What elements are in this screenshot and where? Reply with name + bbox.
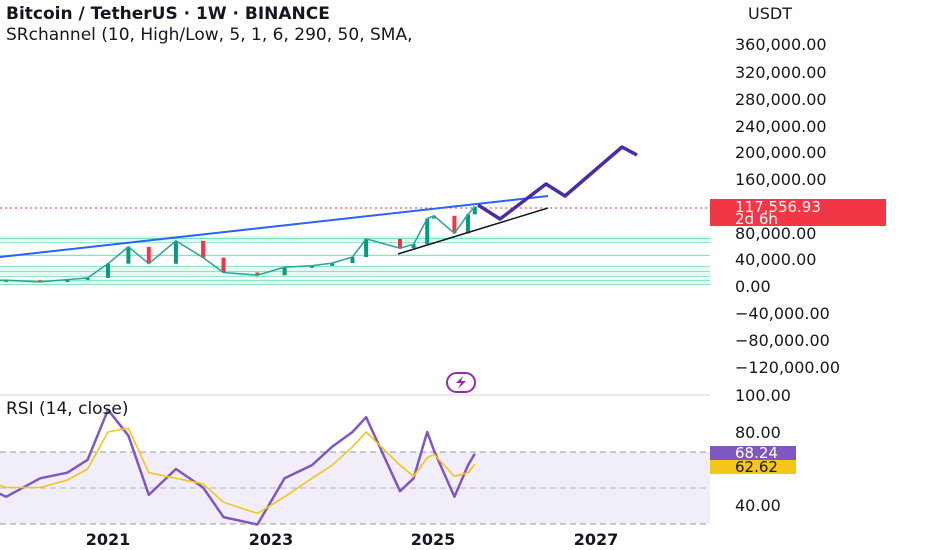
price-candle xyxy=(255,272,260,276)
rsi-tick: 100.00 xyxy=(735,386,791,405)
price-tick: 280,000.00 xyxy=(735,90,827,109)
price-candle xyxy=(466,214,470,234)
time-tick: 2025 xyxy=(411,530,456,549)
price-candle xyxy=(350,257,355,264)
price-tick: 360,000.00 xyxy=(735,35,827,54)
current-price-tag xyxy=(710,199,886,226)
sr-channel-line xyxy=(0,255,710,256)
sr-channel-line xyxy=(0,238,710,239)
price-candle xyxy=(309,265,314,268)
price-candle xyxy=(201,240,206,258)
price-tick: 0.00 xyxy=(735,277,771,296)
rsi-series-layer xyxy=(0,408,476,526)
price-candle xyxy=(85,277,90,280)
price-candle xyxy=(398,238,402,249)
bar-countdown: 2d 6h xyxy=(735,210,778,228)
time-axis[interactable]: 2021 2023 2025 2027 xyxy=(86,530,619,549)
price-candle xyxy=(65,279,70,282)
price-tick: 40,000.00 xyxy=(735,250,816,269)
rsi-value-tag xyxy=(710,446,796,460)
time-tick: 2021 xyxy=(86,530,131,549)
currency-label: USDT xyxy=(748,4,792,23)
rsi-ma-value: 62.62 xyxy=(735,458,778,476)
indicator-label: SRchannel (10, High/Low, 5, 1, 6, 290, 5… xyxy=(6,25,413,45)
sr-channel-band xyxy=(0,279,710,285)
sr-channel-line xyxy=(0,280,710,281)
projection-path[interactable] xyxy=(477,145,638,221)
sr-channels xyxy=(0,236,710,285)
price-series-layer xyxy=(0,206,477,283)
price-candle xyxy=(425,218,430,245)
price-tick: −80,000.00 xyxy=(735,331,830,350)
price-candle xyxy=(221,257,226,273)
price-tick: 200,000.00 xyxy=(735,143,827,162)
time-tick: 2027 xyxy=(574,530,619,549)
price-candle xyxy=(126,246,131,264)
sr-channel-line xyxy=(0,266,710,267)
rsi-axis[interactable]: 100.00 80.00 40.00 xyxy=(735,386,791,515)
price-tick: −40,000.00 xyxy=(735,304,830,323)
price-candle xyxy=(146,246,151,264)
rsi-ma-line xyxy=(0,427,476,515)
price-tick: 80,000.00 xyxy=(735,224,816,243)
time-tick: 2023 xyxy=(249,530,294,549)
price-candle xyxy=(432,215,436,219)
price-candle xyxy=(452,215,457,234)
price-candle xyxy=(330,263,335,266)
price-tick: 160,000.00 xyxy=(735,170,827,189)
chart-title: Bitcoin / TetherUS · 1W · BINANCE xyxy=(6,4,330,24)
price-candle xyxy=(364,238,369,257)
rsi-label: RSI (14, close) xyxy=(6,399,129,419)
current-price-value: 117,556.93 xyxy=(735,198,821,216)
rsi-ma-tag xyxy=(710,460,796,474)
sr-channel-line xyxy=(0,242,710,243)
sr-channel-line xyxy=(0,284,710,285)
lightning-icon[interactable] xyxy=(446,372,476,393)
price-candle xyxy=(282,267,287,276)
rsi-tick: 40.00 xyxy=(735,496,781,515)
rsi-tick: 80.00 xyxy=(735,423,781,442)
rsi-line xyxy=(0,408,476,526)
price-series-line xyxy=(0,206,476,283)
price-tick: 320,000.00 xyxy=(735,63,827,82)
trendline[interactable] xyxy=(0,195,549,258)
price-axis[interactable]: USDT 360,000.00 320,000.00 280,000.00 24… xyxy=(735,4,840,377)
sr-channel-line xyxy=(0,276,710,277)
price-candle xyxy=(106,263,110,278)
price-candle xyxy=(411,244,416,249)
price-candle xyxy=(472,206,477,215)
support-trendline[interactable] xyxy=(397,207,549,255)
price-candle xyxy=(173,240,178,264)
price-tick: 240,000.00 xyxy=(735,117,827,136)
price-tick: −120,000.00 xyxy=(735,358,840,377)
rsi-value: 68.24 xyxy=(735,444,778,462)
sr-channel-line xyxy=(0,271,710,272)
